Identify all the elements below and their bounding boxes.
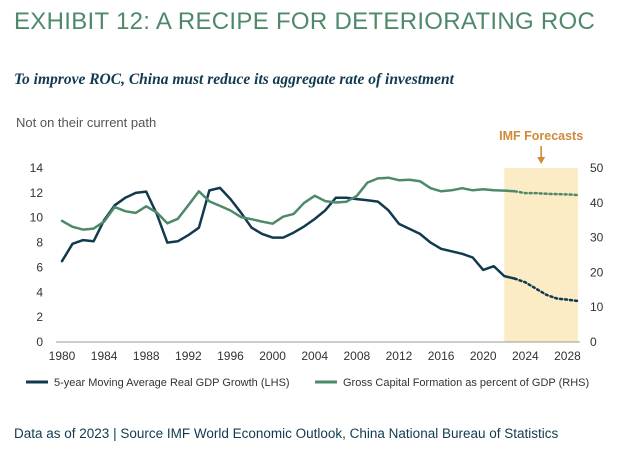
x-tick-label: 2028 bbox=[554, 349, 581, 363]
x-tick-label: 1992 bbox=[175, 349, 202, 363]
chart-svg: IMF Forecasts 0 2 4 6 8 10 12 14 0 10 20 30 40 50 19… bbox=[26, 129, 604, 389]
plot-lines bbox=[60, 176, 580, 303]
left-tick-label: 4 bbox=[36, 285, 43, 299]
x-axis: 1980 1984 1988 1992 1996 2000 2004 2008 2012 2016… bbox=[49, 341, 581, 363]
x-tick-label: 2020 bbox=[470, 349, 497, 363]
x-tick-label: 1996 bbox=[217, 349, 244, 363]
left-axis: 0 2 4 6 8 10 12 14 bbox=[30, 161, 44, 349]
left-tick-label: 12 bbox=[30, 186, 44, 200]
exhibit-title: EXHIBIT 12: A RECIPE FOR DETERIORATING R… bbox=[14, 8, 596, 35]
x-tick-label: 2024 bbox=[512, 349, 539, 363]
forecast-arrow-icon bbox=[537, 146, 546, 164]
right-tick-label: 10 bbox=[590, 300, 604, 314]
legend-label-gdp: 5-year Moving Average Real GDP Growth (L… bbox=[54, 377, 290, 389]
legend: 5-year Moving Average Real GDP Growth (L… bbox=[26, 377, 589, 389]
capital-formation-line bbox=[60, 176, 517, 231]
left-tick-label: 8 bbox=[36, 236, 43, 250]
gdp-growth-line bbox=[60, 186, 517, 280]
right-axis: 0 10 20 30 40 50 bbox=[590, 161, 604, 349]
right-tick-label: 40 bbox=[590, 196, 604, 210]
x-tick-label: 2012 bbox=[386, 349, 413, 363]
x-tick-label: 1988 bbox=[133, 349, 160, 363]
x-tick-label: 1984 bbox=[91, 349, 118, 363]
left-tick-label: 10 bbox=[30, 211, 44, 225]
forecast-label: IMF Forecasts bbox=[499, 129, 583, 143]
gdp-growth-forecast-line bbox=[513, 277, 580, 303]
right-tick-label: 50 bbox=[590, 161, 604, 175]
chart-subtitle: To improve ROC, China must reduce its ag… bbox=[14, 71, 454, 88]
left-tick-label: 14 bbox=[30, 161, 44, 175]
x-tick-label: 2016 bbox=[428, 349, 455, 363]
right-tick-label: 20 bbox=[590, 265, 604, 279]
left-tick-label: 0 bbox=[36, 335, 43, 349]
x-tick-label: 2004 bbox=[301, 349, 328, 363]
forecast-region bbox=[504, 168, 578, 342]
legend-label-investment: Gross Capital Formation as percent of GD… bbox=[343, 377, 589, 389]
x-tick-label: 1980 bbox=[49, 349, 76, 363]
left-tick-label: 6 bbox=[36, 260, 43, 274]
source-note: Data as of 2023 | Source IMF World Econo… bbox=[14, 426, 559, 441]
right-tick-label: 0 bbox=[590, 335, 597, 349]
capital-formation-forecast-line bbox=[513, 190, 580, 197]
chart-note: Not on their current path bbox=[16, 115, 157, 130]
x-tick-label: 2008 bbox=[344, 349, 371, 363]
x-tick-label: 2000 bbox=[259, 349, 286, 363]
left-tick-label: 2 bbox=[36, 310, 43, 324]
right-tick-label: 30 bbox=[590, 231, 604, 245]
